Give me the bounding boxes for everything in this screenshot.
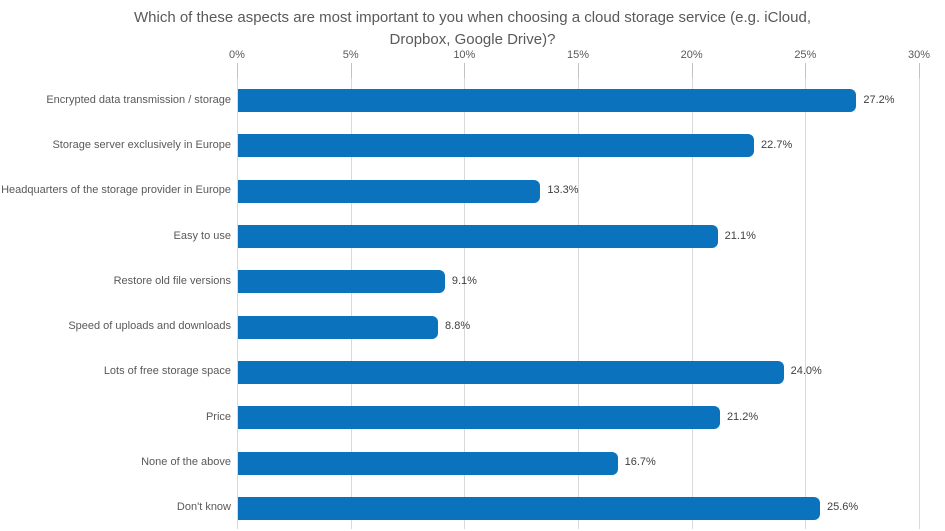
value-label: 25.6% (826, 501, 859, 514)
x-tick (350, 63, 352, 78)
value-label: 22.7% (761, 138, 793, 151)
value-label: 9.1% (451, 274, 477, 287)
x-tick (237, 63, 238, 78)
value-label: 27.2% (863, 93, 895, 106)
bar (238, 360, 784, 384)
value-label: 16.7% (624, 456, 656, 469)
bar (238, 315, 439, 339)
category-label: Don't know (176, 501, 231, 514)
x-tick (919, 63, 920, 78)
x-gridline (805, 63, 807, 529)
bar (238, 406, 720, 430)
bar (238, 89, 857, 113)
category-label: Restore old file versions (113, 274, 231, 287)
bar (238, 270, 445, 294)
bar (238, 451, 618, 475)
category-label: Easy to use (173, 229, 231, 242)
category-label: Lots of free storage space (103, 365, 231, 378)
x-tick-label: 20% (680, 49, 703, 61)
x-tick-label: 30% (907, 49, 931, 61)
x-gridline (691, 63, 693, 529)
x-gridline (237, 63, 238, 529)
x-tick-label: 15% (566, 49, 590, 61)
bar (238, 179, 541, 203)
bar (238, 134, 755, 158)
x-tick (805, 63, 807, 78)
category-label: None of the above (141, 456, 231, 469)
value-label: 8.8% (445, 320, 471, 333)
category-label: Price (205, 410, 231, 423)
bar (238, 496, 820, 520)
category-label: Headquarters of the storage provider in … (1, 184, 231, 197)
x-tick-label: 10% (453, 49, 476, 61)
x-gridline (350, 63, 352, 529)
x-tick-label: 5% (342, 49, 359, 61)
value-label: 21.2% (726, 410, 759, 423)
x-tick (464, 63, 466, 78)
x-gridline (464, 63, 466, 529)
category-label: Storage server exclusively in Europe (52, 138, 231, 151)
chart-title: Which of these aspects are most importan… (133, 9, 811, 48)
value-label: 24.0% (790, 365, 822, 378)
x-tick-label: 25% (794, 49, 817, 61)
x-gridline (919, 63, 920, 529)
value-label: 21.1% (724, 229, 756, 242)
x-tick (578, 63, 579, 78)
category-label: Speed of uploads and downloads (68, 320, 231, 333)
x-tick (691, 63, 693, 78)
value-label: 13.3% (547, 184, 579, 197)
bar (238, 225, 718, 249)
x-gridline (578, 63, 579, 529)
category-label: Encrypted data transmission / storage (46, 93, 231, 106)
x-tick-label: 0% (229, 49, 245, 61)
